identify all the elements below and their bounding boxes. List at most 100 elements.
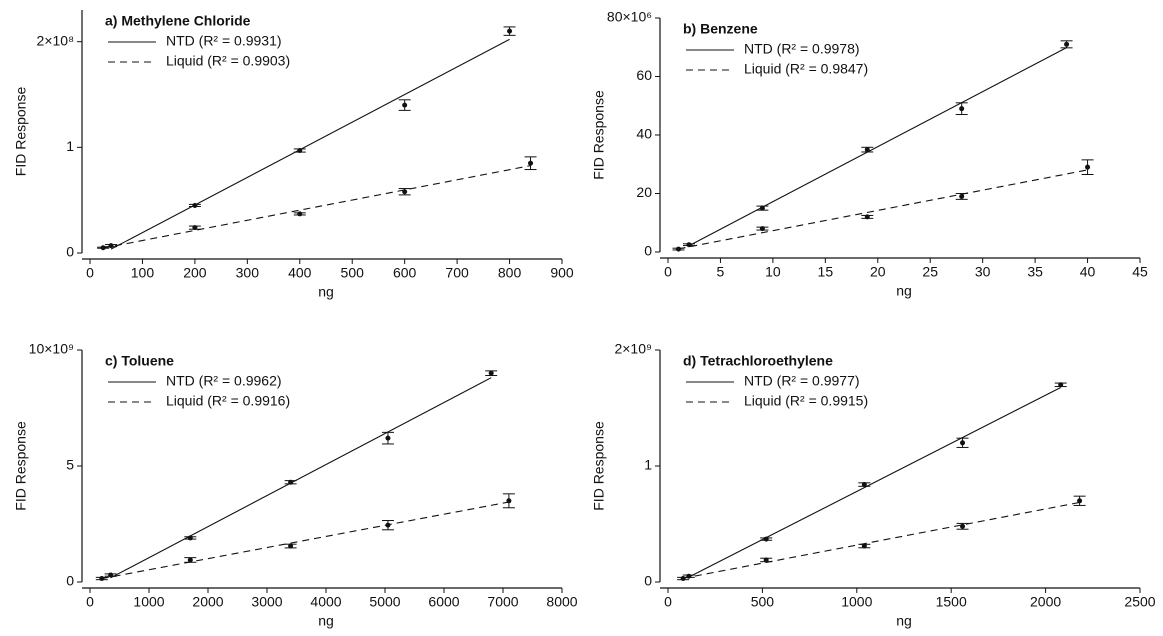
point: [686, 242, 692, 248]
x-tick-label: 10: [765, 264, 781, 280]
fit-line: [101, 501, 510, 580]
fit-line: [688, 47, 1067, 247]
x-tick-label: 500: [341, 265, 365, 281]
legend-label: NTD (R² = 0.9962): [166, 373, 282, 389]
panel: 0 500 1000 1500 2000 2500 0 1 2×10⁹ ng FID Respons…: [591, 341, 1156, 629]
x-tick-label: 0: [664, 594, 672, 610]
x-tick-label: 800: [498, 265, 522, 281]
chart-title: c) Toluene: [105, 353, 174, 369]
legend-label: Liquid (R² = 0.9916): [166, 393, 290, 409]
point: [297, 148, 303, 154]
x-tick-label: 700: [445, 265, 469, 281]
x-tick-label: 20: [870, 264, 886, 280]
y-tick-label: 1: [66, 138, 74, 154]
x-axis-label: ng: [896, 283, 912, 299]
point: [402, 102, 408, 108]
x-tick-label: 45: [1132, 264, 1148, 280]
y-tick-label: 80×10⁶: [607, 9, 652, 25]
x-tick-label: 25: [922, 264, 938, 280]
x-tick-label: 0: [86, 594, 94, 610]
fit-line: [678, 169, 1088, 250]
point: [1077, 498, 1083, 504]
y-tick-label: 60: [636, 67, 652, 83]
point: [297, 211, 303, 217]
y-tick-label: 40: [636, 126, 652, 142]
legend-label: NTD (R² = 0.9978): [744, 41, 860, 57]
point: [763, 536, 769, 542]
x-axis-label: ng: [318, 613, 334, 629]
x-tick-label: 1000: [841, 594, 872, 610]
point: [187, 557, 193, 563]
point: [960, 523, 966, 529]
point: [192, 202, 198, 208]
x-tick-label: 6000: [428, 594, 459, 610]
y-tick-label: 0: [66, 573, 74, 589]
x-tick-label: 40: [1080, 264, 1096, 280]
x-tick-label: 400: [288, 265, 312, 281]
x-tick-label: 5000: [369, 594, 400, 610]
fit-line: [110, 377, 492, 579]
fit-line: [103, 165, 531, 249]
x-tick-label: 100: [131, 265, 155, 281]
y-tick-label: 1: [644, 457, 652, 473]
y-axis-label: FID Response: [591, 90, 607, 180]
point: [960, 440, 966, 446]
y-axis-label: FID Response: [13, 87, 29, 177]
legend-label: Liquid (R² = 0.9903): [166, 53, 290, 69]
point: [99, 576, 105, 582]
y-axis-label: FID Response: [13, 421, 29, 511]
y-tick-label: 0: [644, 243, 652, 259]
y-tick-label: 10×10⁹: [29, 341, 74, 357]
point: [288, 543, 294, 549]
panel: 0 1000 2000 3000 4000 5000 6000 7000 8000 0 5 10×10…: [13, 341, 578, 629]
legend-label: NTD (R² = 0.9931): [166, 33, 282, 49]
point: [507, 28, 513, 34]
point: [385, 435, 391, 441]
fit-line: [688, 387, 1061, 578]
chart-title: b) Benzene: [683, 21, 758, 37]
point: [288, 479, 294, 485]
x-tick-label: 3000: [251, 594, 282, 610]
x-tick-label: 500: [751, 594, 775, 610]
point: [861, 543, 867, 549]
x-tick-label: 4000: [310, 594, 341, 610]
x-tick-label: 30: [975, 264, 991, 280]
y-tick-label: 5: [66, 457, 74, 473]
point: [763, 557, 769, 563]
x-tick-label: 7000: [487, 594, 518, 610]
x-tick-label: 15: [818, 264, 834, 280]
point: [759, 226, 765, 232]
x-tick-label: 300: [236, 265, 260, 281]
point: [759, 205, 765, 211]
point: [1064, 41, 1070, 47]
x-axis-label: ng: [318, 284, 334, 300]
x-tick-label: 600: [393, 265, 417, 281]
y-tick-label: 2×10⁸: [37, 32, 75, 48]
point: [1058, 382, 1064, 388]
point: [108, 572, 114, 578]
point: [192, 225, 198, 231]
legend-label: Liquid (R² = 0.9847): [744, 61, 868, 77]
point: [506, 498, 512, 504]
panel: 0 100 200 300 400 500 600 700 800 900 0 1 2×10⁸ ng FID…: [13, 10, 574, 300]
point: [864, 147, 870, 153]
fit-line: [110, 38, 510, 250]
point: [959, 106, 965, 112]
y-tick-label: 0: [644, 573, 652, 589]
point: [528, 160, 534, 166]
point: [959, 193, 965, 199]
y-tick-label: 20: [636, 184, 652, 200]
x-tick-label: 2000: [192, 594, 223, 610]
fit-line: [683, 501, 1080, 579]
x-tick-label: 0: [664, 264, 672, 280]
point: [864, 214, 870, 220]
point: [1085, 164, 1091, 170]
legend-label: Liquid (R² = 0.9915): [744, 393, 868, 409]
x-tick-label: 35: [1027, 264, 1043, 280]
x-tick-label: 200: [183, 265, 207, 281]
x-tick-label: 900: [550, 265, 574, 281]
y-tick-label: 2×10⁹: [614, 341, 652, 357]
point: [675, 246, 681, 252]
point: [680, 576, 686, 582]
